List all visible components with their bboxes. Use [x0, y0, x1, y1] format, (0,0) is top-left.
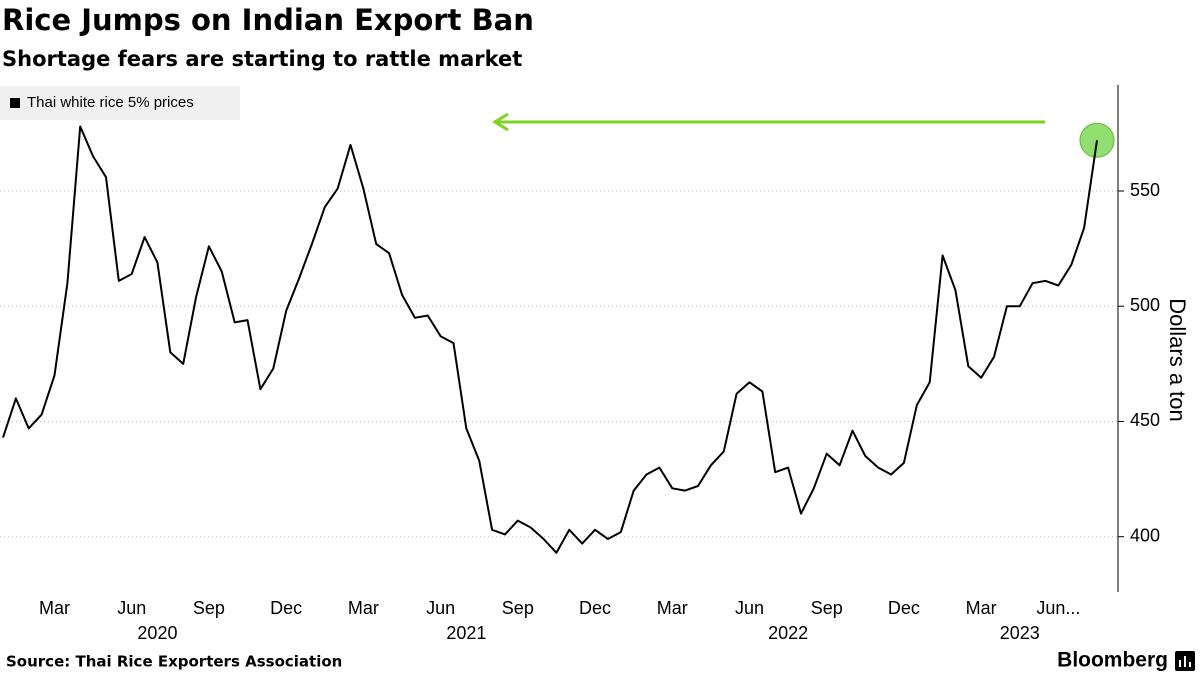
x-tick-label: Jun...: [1036, 598, 1080, 618]
y-axis-label: Dollars a ton: [1165, 298, 1190, 422]
brand-icon-bars: [1179, 656, 1191, 667]
y-tick-label: 550: [1130, 180, 1160, 200]
brand: Bloomberg: [1057, 649, 1168, 672]
x-year-label: 2023: [1000, 623, 1040, 643]
x-tick-label: Sep: [193, 598, 225, 618]
x-year-label: 2022: [768, 623, 808, 643]
x-tick-label: Jun: [117, 598, 146, 618]
annotation-arrow: [492, 112, 1045, 132]
data-line: [2, 125, 1098, 554]
legend-box: [0, 86, 240, 120]
x-tick-label: Mar: [657, 598, 688, 618]
x-tick-label: Dec: [888, 598, 920, 618]
y-tick-label: 500: [1130, 295, 1160, 315]
chart-subtitle: Shortage fears are starting to rattle ma…: [2, 47, 522, 71]
x-tick-label: Mar: [39, 598, 70, 618]
x-tick-label: Mar: [966, 598, 997, 618]
y-tick-label: 450: [1130, 410, 1160, 430]
x-tick-label: Mar: [348, 598, 379, 618]
x-tick-label: Dec: [579, 598, 611, 618]
source: Source: Thai Rice Exporters Association: [6, 653, 342, 671]
legend-label: Thai white rice 5% prices: [27, 94, 194, 111]
legend-swatch: [10, 98, 20, 108]
legend: Thai white rice 5% prices: [0, 86, 240, 120]
arrow-head: [492, 112, 509, 132]
x-tick-label: Sep: [502, 598, 534, 618]
x-tick-label: Sep: [811, 598, 843, 618]
x-tick-label: Jun: [735, 598, 764, 618]
chart-title: Rice Jumps on Indian Export Ban: [2, 3, 534, 37]
x-year-label: 2020: [137, 623, 177, 643]
x-tick-label: Dec: [270, 598, 302, 618]
x-tick-label: Jun: [426, 598, 455, 618]
y-tick-label: 400: [1130, 525, 1160, 545]
x-year-label: 2021: [446, 623, 486, 643]
